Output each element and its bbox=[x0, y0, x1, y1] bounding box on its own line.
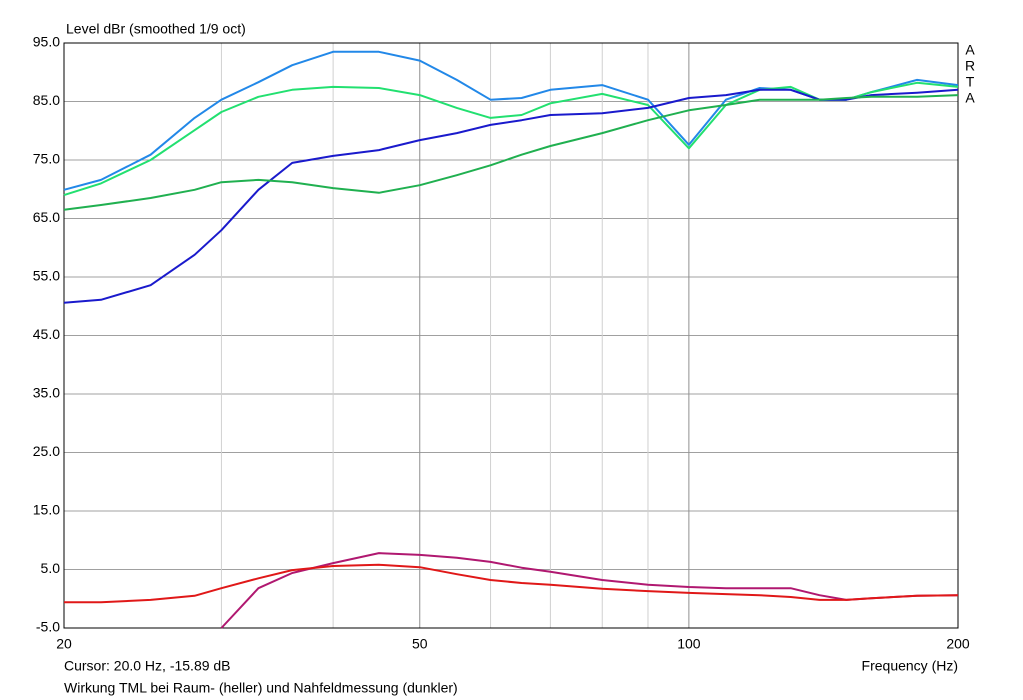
y-tick-label: 35.0 bbox=[33, 385, 60, 401]
x-axis-label: Frequency (Hz) bbox=[862, 658, 958, 674]
brand-letter: A bbox=[965, 90, 975, 106]
y-tick-label: 5.0 bbox=[41, 560, 61, 576]
y-tick-label: -5.0 bbox=[36, 619, 60, 635]
y-tick-label: 85.0 bbox=[33, 92, 60, 108]
y-tick-label: 15.0 bbox=[33, 502, 60, 518]
y-tick-label: 95.0 bbox=[33, 34, 60, 50]
x-tick-label: 20 bbox=[56, 636, 72, 652]
y-tick-label: 45.0 bbox=[33, 326, 60, 342]
brand-letter: T bbox=[966, 74, 975, 90]
y-tick-label: 55.0 bbox=[33, 268, 60, 284]
x-tick-label: 50 bbox=[412, 636, 428, 652]
series-line bbox=[64, 563, 959, 604]
x-tick-label: 200 bbox=[946, 636, 970, 652]
x-tick-label: 100 bbox=[677, 636, 701, 652]
brand-letter: R bbox=[965, 58, 975, 74]
y-tick-label: 25.0 bbox=[33, 443, 60, 459]
chart-title: Level dBr (smoothed 1/9 oct) bbox=[66, 21, 246, 37]
y-tick-label: 65.0 bbox=[33, 209, 60, 225]
cursor-readout: Cursor: 20.0 Hz, -15.89 dB bbox=[64, 658, 231, 674]
caption: Wirkung TML bei Raum- (heller) und Nahfe… bbox=[64, 680, 458, 696]
series-line bbox=[63, 94, 959, 211]
y-tick-label: 75.0 bbox=[33, 151, 60, 167]
plot-frame bbox=[63, 42, 959, 629]
series-line bbox=[220, 552, 959, 629]
brand-letter: A bbox=[965, 42, 975, 58]
